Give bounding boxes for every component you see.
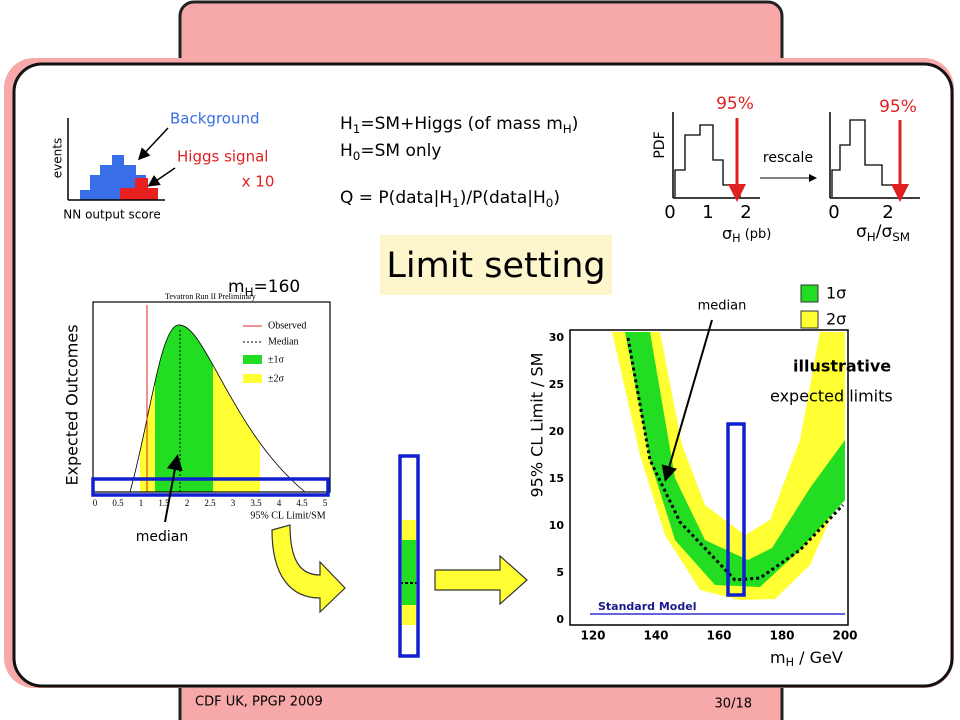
tick-label: 10 — [549, 519, 565, 532]
tick-label: 160 — [706, 629, 731, 643]
tick-label: 2 — [740, 202, 751, 223]
label: median — [698, 299, 747, 314]
legend-entry: ±2σ — [268, 373, 284, 384]
label: illustrative — [793, 357, 891, 376]
label: 95% — [716, 94, 754, 114]
tick-label: 0 — [556, 613, 564, 626]
hypothesis: H1=SM+Higgs (of mass mH) — [340, 114, 578, 136]
tick-label: 3.5 — [250, 498, 262, 508]
label: 95% — [879, 97, 917, 117]
formula: Q = P(data|H1)/P(data|H0) — [340, 188, 560, 210]
hypothesis: H0=SM only — [340, 141, 441, 163]
tick-label: 2.5 — [204, 498, 216, 508]
tick-label: 200 — [832, 629, 857, 643]
slide-title: Limit setting — [386, 246, 605, 286]
axis-label: σH (pb) — [722, 224, 771, 246]
tick-label: 0 — [664, 202, 675, 223]
footer: 30/18 — [715, 697, 752, 712]
slice — [398, 454, 420, 658]
tick-label: 0 — [828, 202, 839, 223]
tick-label: 1 — [139, 498, 144, 508]
label: expected limits — [770, 387, 893, 406]
label: Standard Model — [598, 600, 696, 613]
label: Higgs signal — [177, 148, 268, 166]
arrow — [434, 554, 528, 606]
tick-label: 0.5 — [112, 498, 124, 508]
tick-label: 15 — [549, 472, 564, 485]
footer: CDF UK, PPGP 2009 — [195, 695, 323, 710]
legend-entry: ±1σ — [268, 354, 284, 365]
tick-label: 20 — [549, 425, 565, 438]
tick-label: 2 — [185, 498, 190, 508]
axis-label: NN output score — [63, 208, 160, 222]
tick-label: 140 — [643, 629, 668, 643]
title-box — [380, 235, 612, 295]
label: mH=160 — [228, 277, 300, 299]
axis-label: events — [51, 138, 65, 178]
legend-entry: Median — [268, 336, 299, 347]
curved-arrow — [271, 524, 346, 614]
legend-entry: 1σ — [826, 284, 846, 303]
label: median — [136, 529, 188, 545]
axis-label: Expected Outcomes — [63, 324, 82, 485]
axis-label: mH / GeV — [770, 648, 843, 670]
label: x 10 — [242, 173, 275, 191]
plot-header: Tevatron Run II Preliminary — [165, 292, 256, 301]
tick-label: 0 — [93, 498, 98, 508]
axis-label: PDF — [652, 131, 668, 158]
slice-band — [402, 540, 416, 605]
tick-label: 25 — [549, 378, 564, 391]
tick-label: 1.5 — [158, 498, 170, 508]
label: rescale — [763, 150, 813, 166]
nn-plot: Background Higgs signal x 10 events NN o… — [51, 110, 275, 222]
tick-label: 4.5 — [296, 498, 308, 508]
limit-plot: Standard Model 0 5 10 15 20 25 30 120 14… — [528, 284, 893, 670]
legend-entry: Observed — [268, 320, 306, 331]
outcome-plot: mH=160 Tevatron Run II Preliminary Obser… — [63, 277, 331, 545]
tick-label: 5 — [556, 566, 564, 579]
axis-label: σH/σSM — [856, 222, 910, 244]
axis-label: 95% CL Limit/SM — [250, 510, 325, 521]
tick-label: 3 — [231, 498, 236, 508]
tick-label: 5 — [323, 498, 328, 508]
tick-label: 30 — [549, 331, 565, 344]
legend-entry: 2σ — [826, 310, 846, 329]
axis-label: 95% CL Limit / SM — [528, 352, 547, 497]
tick-label: 180 — [769, 629, 794, 643]
tick-label: 4 — [277, 498, 282, 508]
pdf-plots: PDF 95% 95% rescale 0 1 2 0 2 σH (pb) σH… — [652, 94, 920, 245]
tick-label: 1 — [702, 202, 713, 223]
tick-label: 120 — [580, 629, 605, 643]
label: Background — [170, 110, 260, 128]
tick-label: 2 — [882, 202, 893, 223]
